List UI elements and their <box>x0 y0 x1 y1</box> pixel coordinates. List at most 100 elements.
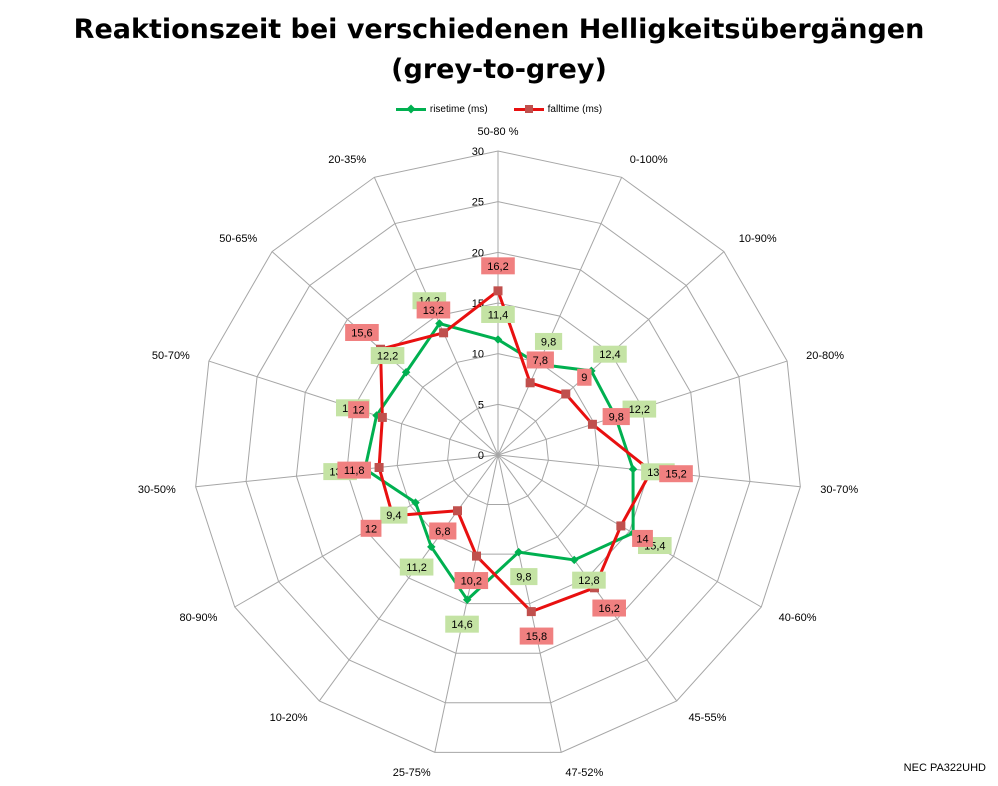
data-label-text: 15,8 <box>526 631 547 643</box>
grid-spoke <box>318 454 499 702</box>
data-label: 12 <box>348 401 369 419</box>
data-label-bg <box>632 529 653 547</box>
data-label-text: 15,2 <box>665 469 686 481</box>
legend-label-rise: risetime (ms) <box>429 103 488 115</box>
data-label-text: 15,6 <box>351 327 372 339</box>
data-point-marker <box>452 506 462 516</box>
chart-title: Reaktionszeit bei verschiedenen Helligke… <box>0 10 998 90</box>
data-label-text: 9,8 <box>516 572 531 584</box>
grid-ring <box>447 403 549 506</box>
data-label-bg <box>445 615 479 633</box>
data-label: 9,8 <box>602 408 630 426</box>
square-marker-icon <box>524 104 533 113</box>
grid-spoke <box>497 454 762 608</box>
category-label: 50-65% <box>219 233 257 245</box>
data-label-text: 11,4 <box>488 309 509 321</box>
data-label-bg <box>345 323 379 341</box>
data-point-marker <box>569 555 579 565</box>
data-label-bg <box>360 519 382 537</box>
category-label: 50-80 % <box>478 126 519 138</box>
data-label-text: 10,2 <box>461 576 482 588</box>
data-label: 6,8 <box>429 522 457 540</box>
radial-tick-label: 5 <box>478 399 484 411</box>
category-label: 45-55% <box>688 712 726 724</box>
data-label-bg <box>526 351 554 369</box>
data-label-bg <box>416 301 451 319</box>
data-label: 11,4 <box>481 305 515 323</box>
grid-ring <box>295 251 701 654</box>
legend-item-rise: risetime (ms) <box>395 100 488 118</box>
data-label-text: 16,2 <box>487 261 508 273</box>
category-label: 20-80% <box>806 350 844 362</box>
data-label-bg <box>592 599 626 617</box>
data-point-marker <box>377 412 387 422</box>
data-label-text: 11,8 <box>344 465 365 477</box>
data-label-text: 11,2 <box>406 562 427 574</box>
category-label: 30-50% <box>138 484 176 496</box>
category-label: 80-90% <box>179 612 217 624</box>
category-label: 30-70% <box>820 484 858 496</box>
data-label-bg <box>572 571 606 589</box>
data-label-text: 6,8 <box>435 526 450 538</box>
data-label-bg <box>454 572 489 590</box>
data-label-bg <box>577 368 592 386</box>
legend-line-rise <box>395 103 426 114</box>
grid-ring <box>245 201 751 704</box>
data-label-bg <box>399 558 434 576</box>
data-point-marker <box>561 389 571 399</box>
data-labels-falltime: 16,2 7,8 9 9,8 15,2 14 16,2 15,8 10,2 6,8 12 11,8 12… <box>337 257 693 645</box>
data-label-bg <box>593 345 627 363</box>
data-point-marker <box>472 551 482 561</box>
data-label-bg <box>348 401 369 419</box>
data-point-marker <box>628 464 638 474</box>
legend: risetime (ms) falltime (ms) <box>0 100 998 118</box>
category-label: 20-35% <box>328 154 366 166</box>
data-label: 14,6 <box>445 615 479 633</box>
data-point-marker <box>514 547 523 557</box>
data-label-bg <box>370 347 405 365</box>
data-label: 9,8 <box>534 332 563 350</box>
radial-tick-label: 20 <box>472 247 484 259</box>
grid-ring <box>195 150 801 753</box>
data-label-text: 7,8 <box>533 355 548 367</box>
data-point-marker <box>526 607 536 617</box>
data-label: 12,8 <box>572 571 606 589</box>
data-label: 11,2 <box>399 558 434 576</box>
radial-tick-label: 30 <box>472 146 484 158</box>
data-point-marker <box>439 328 449 338</box>
data-point-marker <box>525 378 535 388</box>
data-label-bg <box>622 400 657 418</box>
data-label: 15,6 <box>345 323 379 341</box>
data-label: 9,4 <box>380 506 408 524</box>
data-label-bg <box>519 627 554 645</box>
data-label-text: 14 <box>636 533 648 545</box>
legend-label-fall: falltime (ms) <box>547 103 603 115</box>
data-label-text: 12 <box>365 523 377 535</box>
category-label: 0-100% <box>630 154 668 166</box>
data-label: 13,2 <box>416 301 451 319</box>
data-label-text: 12,4 <box>599 349 620 361</box>
grid-spoke <box>497 454 562 753</box>
data-label-bg <box>510 568 538 586</box>
category-label: 47-52% <box>565 767 603 779</box>
data-label: 12,2 <box>622 400 657 418</box>
radar-grid <box>195 150 801 753</box>
radial-tick-label: 0 <box>478 450 484 462</box>
data-point-marker <box>427 542 436 552</box>
data-label: 16,2 <box>592 599 626 617</box>
data-point-marker <box>493 286 503 296</box>
data-label: 14 <box>632 529 653 547</box>
footer-model-label: NEC PA322UHD <box>903 762 986 774</box>
data-label-bg <box>481 257 515 275</box>
data-label: 15,8 <box>519 627 554 645</box>
category-label: 10-20% <box>270 712 308 724</box>
data-point-marker <box>587 419 597 429</box>
data-label-text: 9,4 <box>386 510 401 522</box>
chart-title-line2: (grey-to-grey) <box>391 54 607 85</box>
data-point-marker <box>435 319 444 328</box>
data-label: 10,2 <box>454 572 489 590</box>
data-point-marker <box>401 368 411 377</box>
data-label-bg <box>534 332 563 350</box>
